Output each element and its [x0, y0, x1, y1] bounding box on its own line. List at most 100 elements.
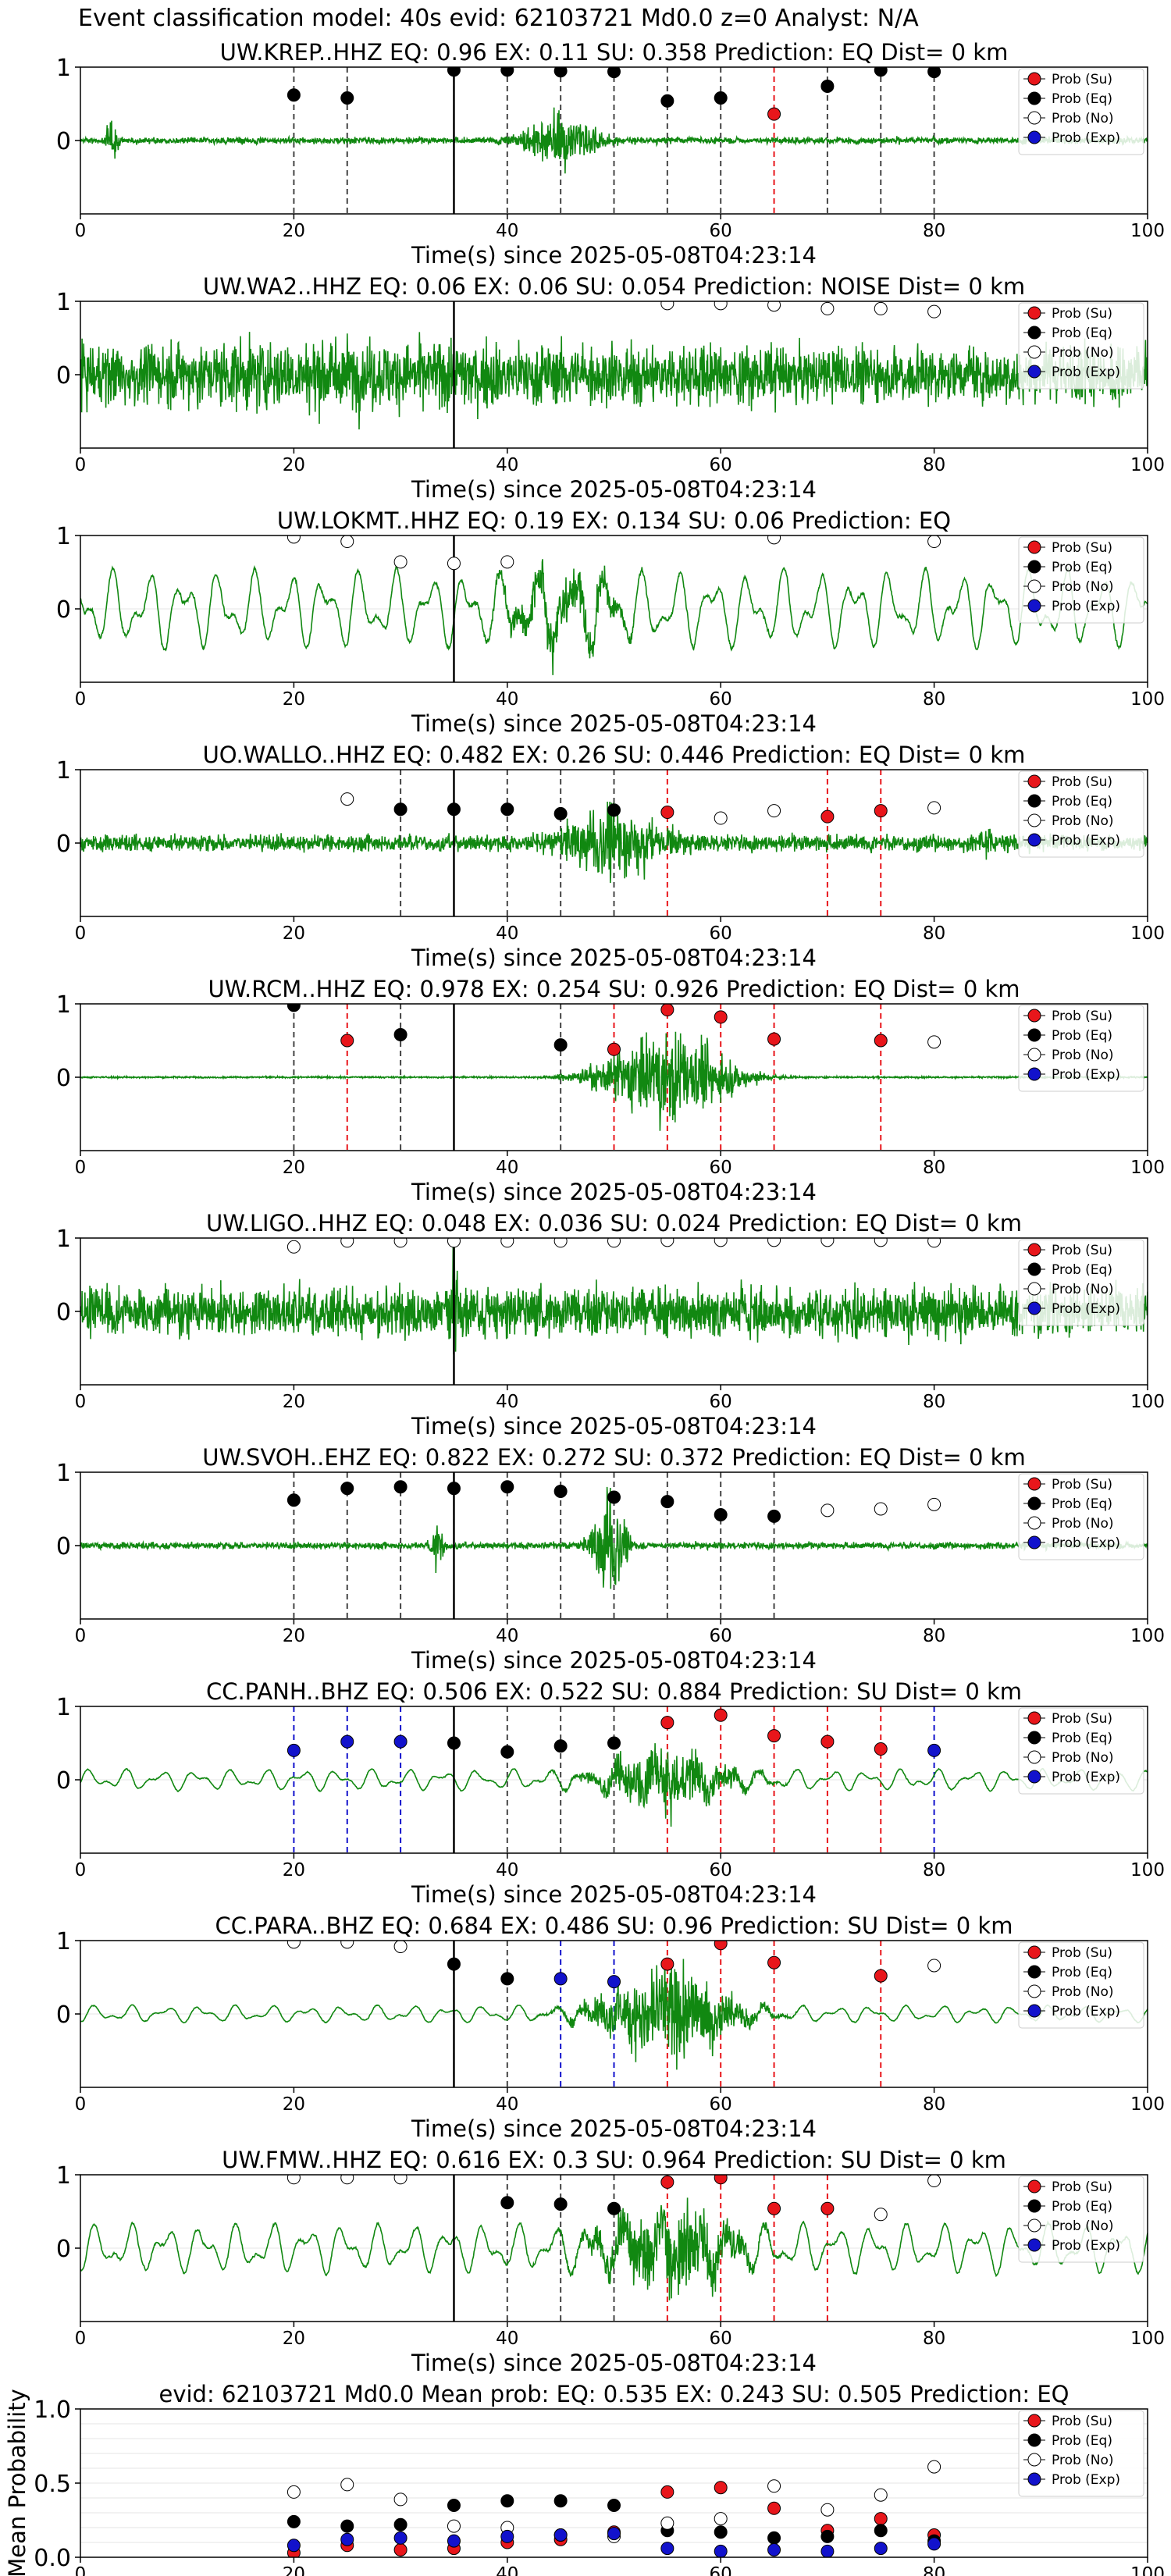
prob-marker-eq: [553, 806, 568, 820]
prob-marker-eq: [393, 1480, 408, 1494]
legend: Prob (Su) Prob (Eq) Prob (No) Prob (Exp): [1018, 2176, 1144, 2263]
x-tick-label: 0: [75, 689, 87, 710]
prob-marker-su: [820, 1735, 835, 1749]
mean-prob-marker-su: [660, 2485, 674, 2499]
prob-marker-no: [447, 557, 461, 571]
legend-marker: [1027, 72, 1041, 86]
x-tick-label: 100: [1130, 689, 1165, 710]
mean-prob-marker-eq: [553, 2494, 568, 2508]
y-tick-label: 0: [56, 362, 71, 390]
x-tick-label: 40: [496, 2094, 518, 2115]
prob-marker-no: [767, 535, 781, 545]
x-tick-label: 100: [1130, 1626, 1165, 1646]
x-tick-label: 0: [75, 455, 87, 475]
prob-marker-no: [767, 1238, 781, 1247]
legend-label: Prob (Eq): [1052, 2199, 1112, 2215]
x-tick-label: 80: [923, 455, 945, 475]
legend-label: Prob (No): [1052, 1984, 1114, 2000]
legend-marker: [1027, 1262, 1041, 1276]
legend-marker: [1027, 1301, 1041, 1315]
legend-label: Prob (No): [1052, 1516, 1114, 1532]
x-tick-label: 80: [923, 1626, 945, 1646]
legend-marker: [1027, 1731, 1041, 1745]
legend-box: [1018, 302, 1144, 390]
x-tick-label: 20: [283, 923, 305, 944]
prob-marker-no: [393, 1941, 408, 1954]
legend-label: Prob (Exp): [1052, 833, 1120, 849]
legend-marker: [1027, 2433, 1041, 2447]
x-tick-label: 80: [923, 221, 945, 241]
legend-marker: [1027, 599, 1041, 613]
waveform-trace: [80, 1486, 1148, 1589]
y-tick-label: 1: [56, 757, 71, 785]
legend-label: Prob (Eq): [1052, 794, 1112, 809]
prob-marker-eq: [500, 802, 514, 817]
y-tick-label: 1: [56, 2162, 71, 2190]
plot-area: [80, 301, 1148, 448]
station-panel-4: UO.WALLO..HHZ EQ: 0.482 EX: 0.26 SU: 0.4…: [56, 742, 1165, 971]
prob-marker-no: [340, 792, 354, 806]
x-tick-label: 40: [496, 221, 518, 241]
plot-area: [80, 1004, 1148, 1151]
x-tick-label: 60: [710, 2094, 732, 2115]
legend-marker: [1027, 1067, 1041, 1081]
prob-marker-no: [820, 301, 835, 315]
x-tick-label: 100: [1130, 1158, 1165, 1178]
prob-marker-eq: [660, 94, 674, 108]
legend-label: Prob (Eq): [1052, 1496, 1112, 1512]
legend-marker: [1027, 540, 1041, 554]
x-tick-label: 40: [496, 2564, 518, 2576]
x-tick-label: 0: [75, 1626, 87, 1646]
x-tick-label: 100: [1130, 455, 1165, 475]
mean-prob-marker-exp: [927, 2537, 941, 2551]
legend-marker: [1027, 2238, 1041, 2252]
prob-marker-eq: [447, 67, 461, 77]
legend-label: Prob (Su): [1052, 1009, 1112, 1024]
prob-marker-exp: [393, 1735, 408, 1749]
prob-marker-no: [287, 535, 301, 544]
panel-title: evid: 62103721 Md0.0 Mean prob: EQ: 0.53…: [159, 2381, 1070, 2407]
prob-marker-eq: [287, 1004, 301, 1012]
prob-marker-no: [500, 1238, 514, 1248]
prob-marker-eq: [714, 91, 728, 105]
y-tick-label: 0: [56, 1299, 71, 1326]
x-tick-label: 40: [496, 923, 518, 944]
plot-area: [287, 2460, 941, 2557]
prob-marker-su: [714, 2175, 728, 2185]
mean-prob-marker-eq: [500, 2494, 514, 2508]
legend-label: Prob (No): [1052, 111, 1114, 126]
x-axis-label: Time(s) since 2025-05-08T04:23:14: [411, 242, 817, 269]
prob-marker-eq: [553, 1484, 568, 1498]
x-tick-label: 40: [496, 2329, 518, 2349]
x-tick-label: 20: [283, 1392, 305, 1412]
legend-box: [1018, 1941, 1144, 2029]
legend: Prob (Su) Prob (Eq) Prob (No) Prob (Exp): [1018, 1005, 1144, 1092]
x-tick-label: 20: [283, 2329, 305, 2349]
prob-marker-no: [340, 2175, 354, 2185]
x-tick-label: 80: [923, 923, 945, 944]
prob-marker-exp: [927, 1743, 941, 1757]
waveform-trace: [80, 1959, 1148, 2070]
prob-marker-eq: [447, 1957, 461, 1971]
prob-marker-eq: [393, 1027, 408, 1041]
legend-marker: [1027, 306, 1041, 320]
x-tick-label: 0: [75, 2329, 87, 2349]
legend-marker: [1027, 1477, 1041, 1491]
x-tick-label: 60: [710, 1392, 732, 1412]
y-tick-label: 0: [56, 1767, 71, 1795]
mean-prob-marker-no: [874, 2488, 888, 2502]
station-panel-5: UW.RCM..HHZ EQ: 0.978 EX: 0.254 SU: 0.92…: [56, 976, 1165, 1205]
mean-prob-marker-no: [660, 2516, 674, 2530]
waveform-trace: [80, 2197, 1148, 2300]
mean-prob-marker-exp: [340, 2532, 354, 2546]
legend-label: Prob (Exp): [1052, 1067, 1120, 1083]
station-panel-8: CC.PANH..BHZ EQ: 0.506 EX: 0.522 SU: 0.8…: [56, 1678, 1165, 1908]
legend-box: [1018, 1473, 1144, 1560]
legend-label: Prob (Su): [1052, 2179, 1112, 2195]
legend-label: Prob (Exp): [1052, 1770, 1120, 1785]
prob-marker-su: [874, 1969, 888, 1983]
prob-marker-eq: [287, 1493, 301, 1507]
legend-label: Prob (Su): [1052, 306, 1112, 322]
prob-marker-eq: [607, 2201, 621, 2215]
prob-marker-no: [874, 2208, 888, 2222]
